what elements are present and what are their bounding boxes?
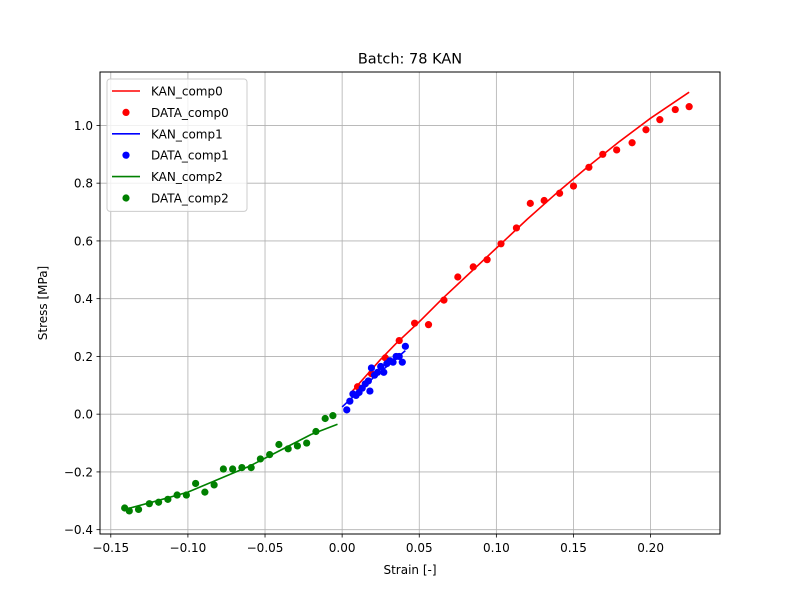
- legend-label-kan-comp1: KAN_comp1: [151, 127, 223, 141]
- data-point-data-comp1: [389, 358, 397, 366]
- x-tick-label: 0.00: [329, 541, 356, 555]
- x-tick-label: −0.10: [170, 541, 207, 555]
- x-tick-label: −0.05: [247, 541, 284, 555]
- plot-frame: [99, 71, 721, 535]
- x-axis: −0.15 −0.10 −0.05 0.00 0.05 0.10 0.15 0.20: [92, 534, 664, 555]
- y-tick-label: 0.6: [74, 234, 93, 248]
- data-point-data-comp0: [613, 146, 621, 154]
- legend-label-data-comp2: DATA_comp2: [151, 192, 229, 206]
- data-point-data-comp2: [275, 440, 283, 449]
- data-point-data-comp1: [364, 377, 372, 385]
- data-point-data-comp1: [346, 397, 354, 405]
- data-point-data-comp1: [374, 368, 382, 376]
- y-tick-label: 0.8: [74, 177, 93, 191]
- data-point-data-comp0: [599, 150, 607, 158]
- data-point-data-comp2: [284, 445, 292, 453]
- data-point-data-comp2: [312, 427, 320, 436]
- data-point-data-comp1: [343, 406, 351, 414]
- data-point-data-comp0: [642, 126, 650, 134]
- legend: KAN_comp0 DATA_comp0 KAN_comp1 DATA_comp1 KA…: [106, 78, 248, 212]
- data-point-data-comp0: [497, 240, 505, 248]
- data-point-data-comp0: [585, 163, 593, 171]
- x-tick-label: 0.20: [637, 541, 664, 555]
- y-tick-label: 0.4: [74, 292, 93, 306]
- data-point-data-comp2: [192, 479, 200, 488]
- data-point-data-comp1: [377, 362, 385, 371]
- legend-label-data-comp0: DATA_comp0: [151, 106, 229, 120]
- x-tick-label: 0.15: [560, 541, 587, 555]
- data-point-data-comp0: [628, 139, 636, 147]
- data-point-data-comp2: [210, 481, 218, 489]
- data-point-data-comp2: [173, 491, 181, 499]
- data-point-data-comp2: [134, 505, 143, 514]
- y-axis: −0.4 −0.2 0.0 0.2 0.4 0.6 0.8 1.0: [64, 119, 100, 537]
- data-point-data-comp2: [155, 498, 163, 506]
- data-point-data-comp0: [483, 256, 491, 264]
- legend-label-kan-comp2: KAN_comp2: [151, 170, 223, 184]
- y-tick-label: 0.0: [74, 408, 93, 422]
- x-tick-label: −0.15: [92, 541, 129, 555]
- data-point-data-comp0: [540, 196, 548, 205]
- x-tick-label: 0.10: [483, 541, 510, 555]
- data-point-data-comp0: [556, 189, 564, 197]
- legend-box: [106, 78, 248, 212]
- data-point-data-comp1: [366, 387, 374, 395]
- data-point-data-comp2: [256, 455, 264, 463]
- data-point-data-comp0: [656, 116, 664, 124]
- data-point-data-comp1: [395, 352, 403, 361]
- data-point-data-comp0: [526, 199, 534, 207]
- legend-label-data-comp1: DATA_comp1: [151, 149, 229, 163]
- data-point-data-comp0: [671, 105, 679, 114]
- plot-content: [121, 91, 693, 515]
- data-point-data-comp2: [329, 412, 337, 420]
- data-point-data-comp0: [685, 103, 693, 111]
- data-point-data-comp2: [303, 439, 311, 447]
- legend-swatch-data-comp0: [122, 108, 130, 116]
- y-tick-label: −0.2: [64, 465, 93, 479]
- legend-swatch-data-comp2: [122, 194, 130, 202]
- data-point-data-comp0: [395, 336, 403, 345]
- y-axis-label: Stress [MPa]: [36, 266, 50, 340]
- data-point-data-comp2: [247, 463, 255, 472]
- data-point-data-comp2: [125, 507, 133, 515]
- series-line-kan-comp2: [124, 423, 338, 511]
- chart-title: Batch: 78 KAN: [358, 52, 462, 68]
- data-point-data-comp2: [266, 450, 274, 459]
- data-point-data-comp2: [293, 442, 302, 450]
- data-point-data-comp1: [380, 368, 388, 376]
- y-tick-label: 1.0: [74, 119, 93, 133]
- grid-lines: [100, 72, 720, 534]
- data-point-data-comp2: [219, 465, 227, 473]
- data-point-data-comp0: [424, 321, 433, 329]
- data-point-data-comp0: [411, 319, 419, 327]
- y-tick-label: −0.4: [64, 523, 93, 537]
- y-tick-label: 0.2: [74, 350, 93, 364]
- data-point-data-comp0: [469, 263, 477, 271]
- data-point-data-comp2: [164, 495, 172, 503]
- data-point-data-comp2: [145, 500, 153, 508]
- x-tick-label: 0.05: [406, 541, 433, 555]
- data-point-data-comp1: [398, 358, 406, 366]
- data-point-data-comp2: [201, 488, 209, 496]
- x-axis-label: Strain [-]: [383, 563, 436, 577]
- legend-swatch-data-comp1: [122, 151, 130, 159]
- data-point-data-comp1: [367, 364, 376, 372]
- data-point-data-comp2: [182, 491, 190, 499]
- data-point-data-comp0: [440, 296, 448, 304]
- data-point-data-comp1: [401, 342, 409, 350]
- data-point-data-comp0: [512, 224, 521, 232]
- data-point-data-comp2: [321, 414, 329, 423]
- legend-label-kan-comp0: KAN_comp0: [151, 85, 223, 99]
- data-point-data-comp2: [238, 463, 246, 472]
- data-point-data-comp2: [229, 465, 237, 473]
- data-point-data-comp0: [454, 273, 462, 281]
- data-point-data-comp0: [569, 182, 578, 190]
